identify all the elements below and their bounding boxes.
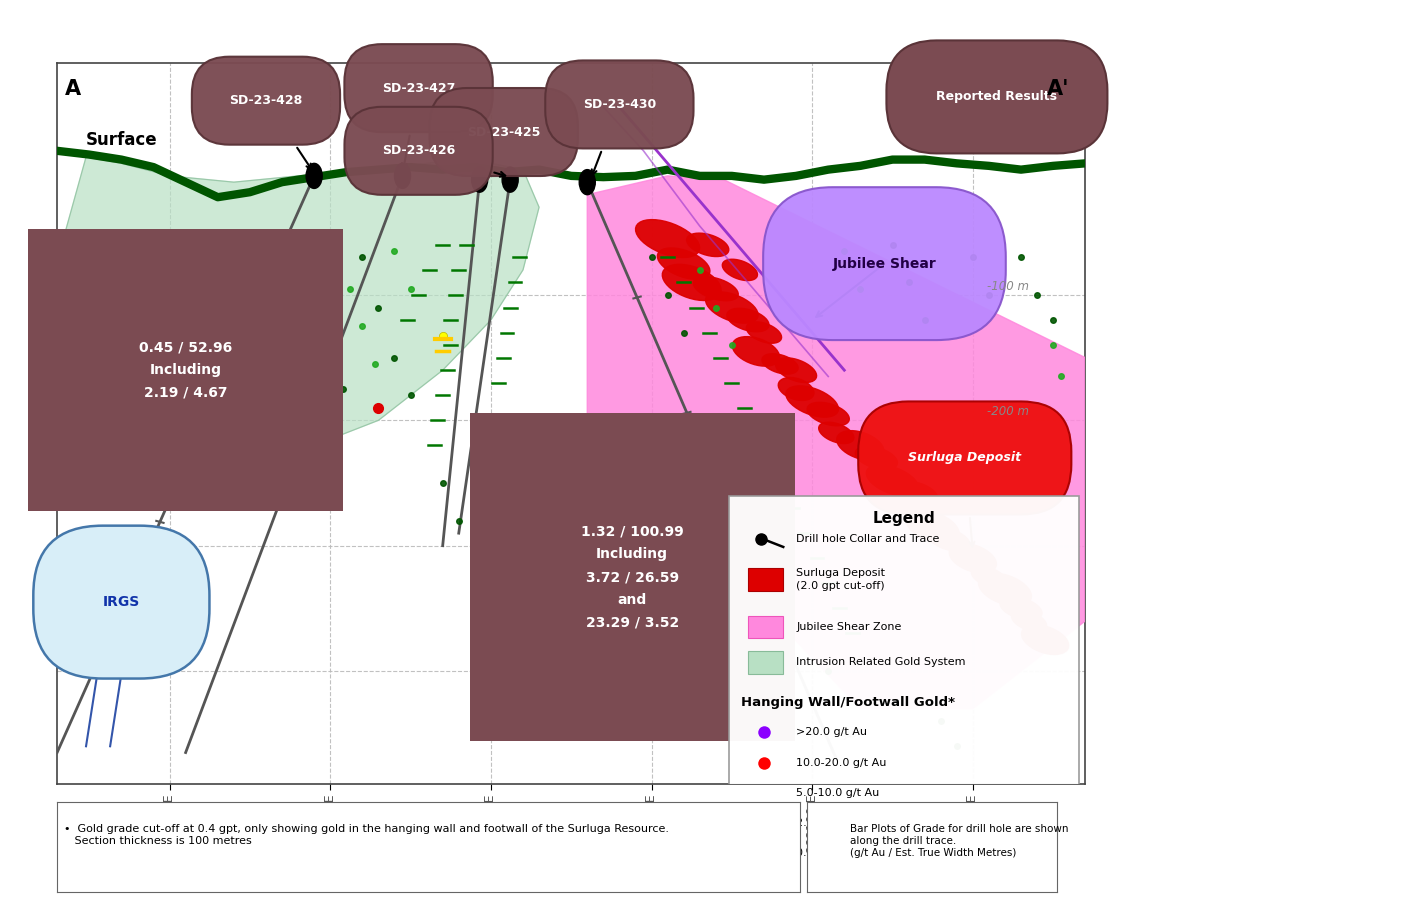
Polygon shape <box>895 481 938 505</box>
Text: 360 m: 360 m <box>121 556 137 581</box>
Polygon shape <box>775 358 817 383</box>
Text: SD-23-430: SD-23-430 <box>583 98 655 175</box>
Polygon shape <box>907 497 942 519</box>
FancyBboxPatch shape <box>748 651 784 674</box>
Ellipse shape <box>580 169 595 195</box>
Text: 2.5-5.0  g/t Au: 2.5-5.0 g/t Au <box>797 818 875 828</box>
Polygon shape <box>1011 610 1047 632</box>
Polygon shape <box>818 423 854 443</box>
Polygon shape <box>928 528 970 551</box>
Text: -200 m: -200 m <box>987 405 1030 418</box>
Polygon shape <box>747 322 781 343</box>
Text: Reported Results: Reported Results <box>937 90 1057 104</box>
Text: •  Gold grade cut-off at 0.4 gpt, only showing gold in the hanging wall and foot: • Gold grade cut-off at 0.4 gpt, only sh… <box>64 824 670 846</box>
Text: A: A <box>66 79 81 99</box>
Polygon shape <box>867 465 918 496</box>
Polygon shape <box>763 354 798 374</box>
Text: 0.45 / 52.96
Including
2.19 / 4.67: 0.45 / 52.96 Including 2.19 / 4.67 <box>139 341 233 400</box>
Polygon shape <box>978 573 1031 606</box>
Text: Jubilee Shear Zone: Jubilee Shear Zone <box>797 623 901 633</box>
Text: Surluga Deposit
(2.0 gpt cut-off): Surluga Deposit (2.0 gpt cut-off) <box>797 569 885 591</box>
FancyBboxPatch shape <box>748 616 784 639</box>
Text: Surluga Deposit: Surluga Deposit <box>908 451 1021 547</box>
Polygon shape <box>66 157 540 458</box>
Text: Jubilee Shear: Jubilee Shear <box>817 257 937 317</box>
Text: Bar Plots of Grade for drill hole are shown
along the drill trace.
(g/t Au / Est: Bar Plots of Grade for drill hole are sh… <box>850 824 1068 858</box>
Text: 5.0-10.0 g/t Au: 5.0-10.0 g/t Au <box>797 787 880 797</box>
Text: 1.32 / 100.99
Including
3.72 / 26.59
and
23.29 / 3.52: 1.32 / 100.99 Including 3.72 / 26.59 and… <box>581 524 684 630</box>
Polygon shape <box>733 337 780 366</box>
Polygon shape <box>687 233 728 257</box>
Text: A': A' <box>1047 79 1070 99</box>
Polygon shape <box>785 386 838 417</box>
Text: -100 m: -100 m <box>987 280 1030 293</box>
Polygon shape <box>855 446 897 469</box>
Polygon shape <box>837 431 884 460</box>
Text: 0.4-2.5  /t Au: 0.4-2.5 /t Au <box>797 848 870 858</box>
Text: >20.0 g/t Au: >20.0 g/t Au <box>797 727 867 738</box>
Text: Intrusion Related Gold System: Intrusion Related Gold System <box>797 657 965 668</box>
Polygon shape <box>705 292 758 323</box>
Polygon shape <box>657 248 710 279</box>
Polygon shape <box>587 176 1085 709</box>
Ellipse shape <box>471 167 488 192</box>
Polygon shape <box>693 277 738 301</box>
Ellipse shape <box>306 163 323 188</box>
Polygon shape <box>807 403 850 426</box>
Text: 380 m: 380 m <box>160 469 174 495</box>
Text: IRGS: IRGS <box>103 595 140 609</box>
Polygon shape <box>635 220 700 258</box>
Polygon shape <box>1021 625 1068 654</box>
Text: Drill hole Collar and Trace: Drill hole Collar and Trace <box>797 534 940 544</box>
Text: 349 m: 349 m <box>841 727 867 742</box>
Text: 10.0-20.0 g/t Au: 10.0-20.0 g/t Au <box>797 758 887 768</box>
Polygon shape <box>727 308 768 332</box>
Text: Surface: Surface <box>86 131 157 149</box>
Polygon shape <box>663 264 721 301</box>
FancyBboxPatch shape <box>748 569 784 591</box>
Ellipse shape <box>394 163 411 188</box>
Text: 322 m: 322 m <box>186 412 200 437</box>
Text: SD-23-428: SD-23-428 <box>230 95 311 169</box>
Text: Hanging Wall/Footwall Gold*: Hanging Wall/Footwall Gold* <box>741 696 955 709</box>
Text: SD-23-425: SD-23-425 <box>467 125 540 177</box>
Polygon shape <box>778 378 814 400</box>
Polygon shape <box>1000 596 1042 620</box>
Polygon shape <box>971 567 1007 587</box>
Polygon shape <box>950 543 997 573</box>
Text: SD-23-426: SD-23-426 <box>381 144 506 177</box>
Text: Legend: Legend <box>873 511 935 525</box>
FancyBboxPatch shape <box>728 496 1080 790</box>
Ellipse shape <box>503 167 518 192</box>
Polygon shape <box>723 259 757 280</box>
Polygon shape <box>907 511 960 543</box>
Text: SD-23-427: SD-23-427 <box>381 82 456 168</box>
